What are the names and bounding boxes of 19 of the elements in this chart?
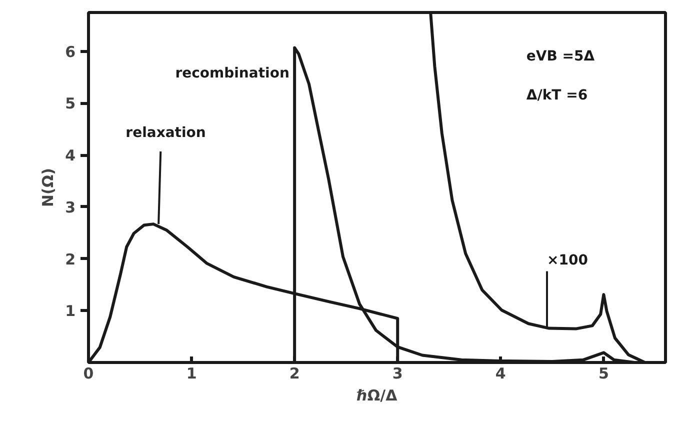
y-tick-label: 6 — [65, 42, 76, 61]
x-axis-title: ℏΩ/Δ — [356, 386, 398, 404]
y-tick-label: 5 — [65, 94, 76, 113]
x-tick-label: 2 — [289, 364, 300, 382]
annotation: Δ/kT =6 — [526, 87, 588, 104]
y-tick-label: 1 — [65, 302, 76, 320]
text: relaxation — [126, 125, 206, 142]
x-tick-label: 1 — [186, 364, 197, 382]
x-tick-label: 4 — [495, 364, 506, 382]
x-tick-label: 0 — [83, 364, 94, 382]
y-axis-title: N(Ω) — [39, 168, 58, 208]
x-tick-label: 3 — [392, 364, 403, 382]
y-tick-label: 4 — [65, 146, 76, 165]
y-tick-label: 3 — [65, 198, 76, 216]
annotation: ×100 — [547, 252, 588, 269]
series-label: recombination — [175, 66, 290, 82]
y-tick-label: 2 — [65, 250, 76, 268]
annotation: eVB =5Δ — [526, 48, 595, 65]
x-tick-label: 5 — [598, 364, 609, 382]
